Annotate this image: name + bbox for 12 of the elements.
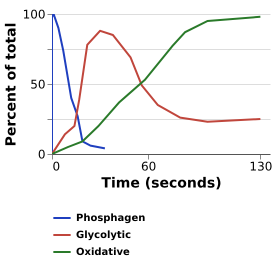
y-tick-label: 100 [22,8,46,22]
x-tick-label: 0 [52,160,60,174]
y-tick-label: 50 [30,78,46,92]
legend-label: Glycolytic [76,230,132,241]
x-tick-label: 130 [249,160,272,174]
legend-label: Oxidative [76,247,130,258]
x-tick-label: 60 [141,160,156,174]
line-series [52,14,106,154]
x-axis-title: Time (seconds) [101,176,222,192]
legend-label: Phosphagen [76,213,146,224]
y-tick-label: 0 [38,148,46,162]
y-axis-title: Percent of total [4,22,20,146]
